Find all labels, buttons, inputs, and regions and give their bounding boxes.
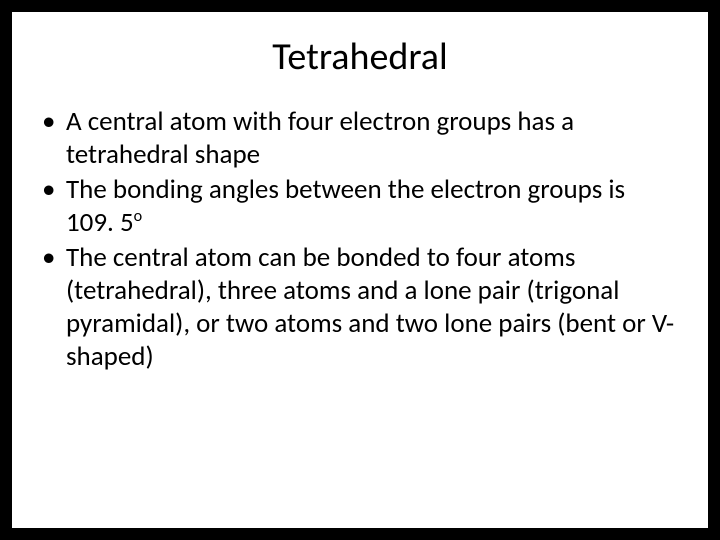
degree-superscript: o (134, 207, 143, 226)
slide-frame: Tetrahedral A central atom with four ele… (0, 0, 720, 540)
list-item: The central atom can be bonded to four a… (38, 242, 678, 374)
slide-title: Tetrahedral (12, 12, 708, 106)
list-item: The bonding angles between the electron … (38, 174, 678, 240)
bullet-list: A central atom with four electron groups… (38, 106, 678, 374)
list-item: A central atom with four electron groups… (38, 106, 678, 172)
bullet-text: The bonding angles between the electron … (66, 173, 625, 239)
slide-content: A central atom with four electron groups… (12, 106, 708, 374)
slide-inner: Tetrahedral A central atom with four ele… (12, 12, 708, 528)
bullet-text: The central atom can be bonded to four a… (66, 241, 674, 373)
bullet-text: A central atom with four electron groups… (66, 105, 574, 171)
